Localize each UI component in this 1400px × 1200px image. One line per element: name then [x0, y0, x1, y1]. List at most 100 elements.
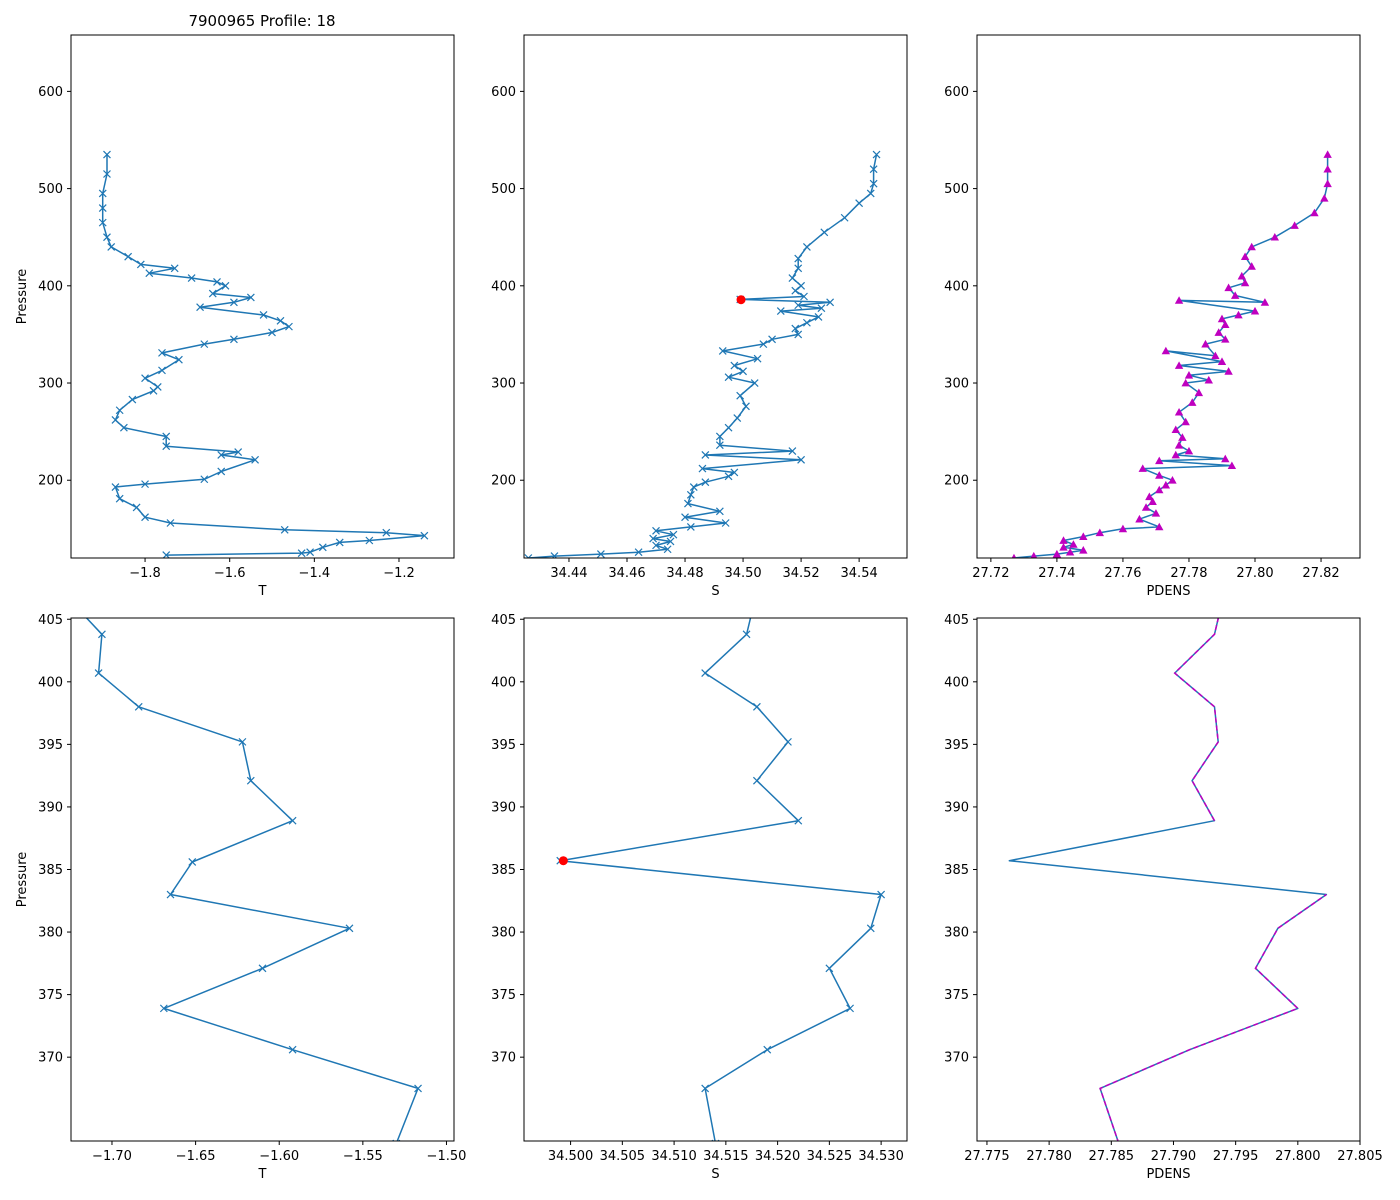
data-point	[736, 391, 745, 400]
axes-frame	[523, 34, 908, 559]
x-tick-label: 34.46	[608, 566, 645, 581]
data-point	[817, 304, 826, 313]
x-tick-label: 34.510	[651, 1149, 697, 1164]
plot-area-top-S	[524, 150, 881, 558]
data-point	[802, 318, 811, 327]
flagged-point	[736, 295, 746, 305]
data-point	[730, 361, 739, 370]
data-point	[1270, 233, 1280, 241]
data-point	[134, 702, 143, 711]
x-tick-label: 27.74	[1038, 566, 1075, 581]
y-tick-label: 385	[491, 863, 516, 878]
data-point	[759, 340, 768, 349]
pdens-dashed-line-0	[1099, 893, 1327, 1141]
data-point	[1217, 314, 1227, 323]
panel-bottom-PDENS: 27.775 27.780 27.785 27.790 27.795 27.800 27.8…	[944, 613, 1383, 1182]
data-point	[753, 354, 762, 363]
x-tick-label: 34.52	[782, 566, 819, 581]
data-point	[666, 537, 675, 546]
x-axis-label: PDENS	[1146, 1167, 1190, 1182]
y-tick-label: 600	[944, 85, 969, 100]
y-tick-label: 375	[491, 988, 516, 1003]
data-point	[132, 503, 141, 512]
data-point	[524, 554, 533, 558]
chart-panels: −1.8 −1.6 −1.4 −1.2 200 300 400 500 600 T Pressure…	[15, 34, 1383, 1182]
data-point	[869, 179, 878, 188]
data-point	[1059, 543, 1068, 551]
data-point	[1201, 339, 1210, 348]
y-tick-label: 380	[491, 926, 516, 941]
x-tick-label: −1.6	[214, 566, 246, 581]
data-point	[634, 548, 643, 557]
data-point	[1237, 271, 1246, 280]
data-point	[103, 233, 111, 242]
data-point	[345, 924, 354, 933]
data-point	[1188, 398, 1197, 406]
data-point	[1227, 461, 1237, 470]
data-point	[788, 447, 797, 455]
data-point	[1290, 221, 1299, 229]
x-tick-label: 34.44	[550, 566, 587, 581]
data-point	[715, 507, 724, 516]
x-tick-label: 27.780	[1026, 1149, 1072, 1164]
data-point	[869, 165, 878, 174]
data-point	[652, 526, 660, 535]
data-point	[701, 478, 710, 487]
y-tick-label: 395	[38, 738, 63, 753]
data-point	[752, 776, 761, 785]
y-tick-label: 400	[491, 279, 516, 294]
x-axis-label: T	[258, 1167, 267, 1182]
data-point	[288, 816, 297, 825]
panel-bottom-S: 34.500 34.505 34.510 34.515 34.520 34.525 34.5…	[491, 609, 908, 1182]
x-tick-label: 27.78	[1170, 566, 1207, 581]
data-point	[128, 395, 137, 404]
data-point	[550, 552, 559, 558]
x-tick-label: −1.65	[176, 1149, 216, 1164]
x-tick-label: 27.795	[1213, 1149, 1259, 1164]
data-point	[1145, 492, 1154, 501]
data-point	[382, 528, 391, 537]
y-tick-label: 385	[38, 863, 63, 878]
data-point	[1052, 549, 1062, 558]
data-point	[1181, 417, 1190, 426]
data-point	[1171, 450, 1180, 459]
data-point	[797, 455, 806, 464]
data-point	[158, 366, 166, 375]
data-point	[217, 451, 226, 459]
plot-area-top-T	[98, 150, 429, 558]
data-point	[826, 298, 835, 307]
data-point	[1221, 320, 1230, 329]
data-point	[794, 264, 803, 273]
y-tick-label: 200	[38, 474, 63, 489]
data-point	[681, 513, 689, 522]
data-point	[689, 483, 698, 491]
data-point	[684, 499, 692, 508]
x-tick-label: 27.790	[1151, 1149, 1197, 1164]
data-point	[800, 292, 808, 301]
data-point	[776, 307, 785, 316]
data-point	[166, 890, 175, 899]
data-point	[166, 519, 175, 527]
data-point	[162, 551, 171, 558]
x-tick-label: 34.505	[600, 1149, 646, 1164]
data-point	[1155, 456, 1164, 465]
data-point	[1224, 367, 1233, 375]
data-point	[141, 374, 149, 383]
y-tick-label: 370	[38, 1051, 63, 1066]
data-point	[784, 737, 792, 746]
data-point	[111, 416, 120, 424]
y-tick-label: 300	[944, 377, 969, 392]
data-point	[365, 536, 374, 545]
data-point	[794, 330, 803, 339]
axes-frame	[70, 617, 455, 1142]
data-point	[791, 324, 800, 333]
data-point	[820, 228, 829, 237]
data-point	[1221, 335, 1230, 343]
data-point	[669, 530, 678, 539]
data-point	[78, 609, 85, 616]
data-point	[276, 316, 285, 325]
data-point	[748, 609, 755, 616]
data-point	[98, 204, 107, 212]
series-line-S	[559, 618, 882, 1141]
data-point	[162, 442, 171, 451]
